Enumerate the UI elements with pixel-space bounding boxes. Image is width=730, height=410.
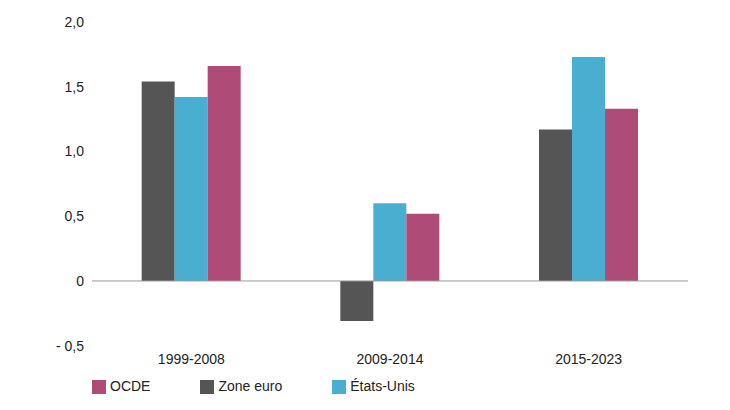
svg-text:- 0,5: - 0,5 bbox=[56, 338, 84, 354]
html-text:Zone euro: Zone euro bbox=[218, 377, 283, 394]
svg-text:2,0: 2,0 bbox=[65, 14, 85, 30]
svg-text:1,5: 1,5 bbox=[65, 79, 85, 95]
svg-text:1999-2008: 1999-2008 bbox=[158, 351, 225, 367]
svg-text:0: 0 bbox=[76, 273, 84, 289]
html-text:OCDE: OCDE bbox=[110, 377, 151, 394]
svg-text:2009-2014: 2009-2014 bbox=[357, 351, 424, 367]
svg-text:0,5: 0,5 bbox=[65, 208, 85, 224]
svg-text:2015-2023: 2015-2023 bbox=[555, 351, 622, 367]
svg-text:1,0: 1,0 bbox=[65, 143, 85, 159]
html-text:États-Unis: États-Unis bbox=[350, 377, 415, 394]
